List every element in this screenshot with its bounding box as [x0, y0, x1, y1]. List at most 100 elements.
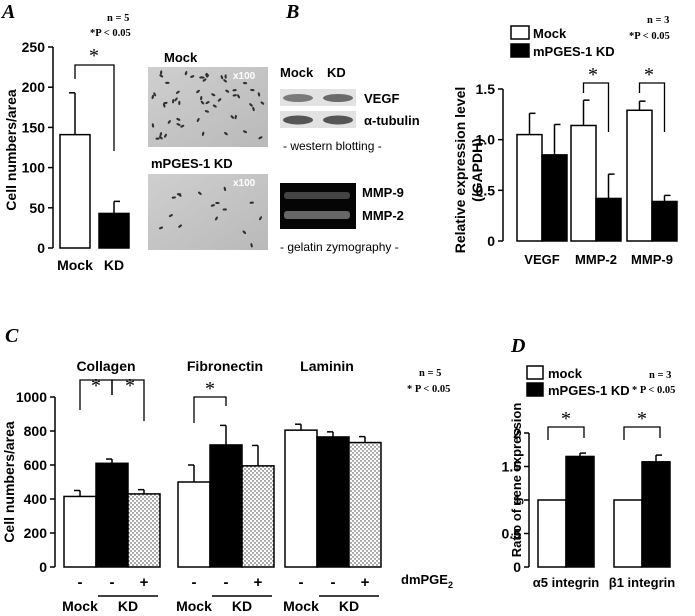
d-significance-bracket: [623, 426, 661, 440]
d-legend-swatch-kd: [526, 382, 544, 397]
d-bar-mock-0: [537, 499, 567, 568]
cell: [159, 74, 164, 78]
c-dm-sign: -: [78, 574, 83, 591]
blot-band-tubulin-mock: [283, 115, 313, 125]
cell: [243, 130, 248, 134]
cell: [220, 75, 224, 80]
blot-band-vegf-mock: [283, 94, 313, 102]
b-y-tick-label: 1.5: [476, 81, 496, 97]
c-y-tick-label: 200: [24, 525, 48, 541]
b-y-tick-label: 0.5: [476, 182, 496, 198]
b-significance-bracket: [638, 82, 666, 132]
panel-b: B Mock KD VEGF α-tubulin - western blott…: [280, 1, 678, 267]
cell: [200, 100, 205, 105]
c-bar-collagen-0: [63, 495, 97, 568]
cell: [153, 92, 157, 97]
b-bar-mock-mmp-2: [570, 124, 597, 242]
cell: [215, 201, 220, 205]
a-y-tick-label: 0: [37, 240, 45, 256]
cell: [199, 76, 204, 79]
cell: [211, 93, 216, 97]
cell: [234, 114, 237, 120]
cell: [159, 136, 163, 140]
micrograph-mock-cells: [151, 70, 265, 140]
b-legend-label-kd: mPGES-1 KD: [533, 44, 615, 59]
a-y-tick-label: 50: [29, 200, 45, 216]
cell: [159, 132, 163, 137]
a-significance-star: *: [89, 45, 99, 67]
b-bar-kd-mmp-2: [595, 197, 622, 242]
d-y-tick-label: 0: [513, 559, 521, 575]
d-y-tick-label: 1.5: [502, 459, 522, 475]
b-y-axis-label-unit: (/GAPDH): [469, 138, 485, 202]
d-legend-label-mock: mock: [548, 366, 583, 381]
c-bar-collagen-1: [95, 462, 129, 568]
blot-col-mock: Mock: [280, 65, 314, 80]
c-bar-laminin-2: [348, 441, 382, 568]
c-x-label-mock: Mock: [176, 598, 212, 614]
cell: [242, 82, 248, 85]
panel-b-n: n = 3: [647, 15, 669, 26]
cell: [232, 89, 237, 92]
c-dm-sign: -: [224, 574, 229, 591]
b-legend-label-mock: Mock: [533, 26, 567, 41]
b-significance-star: *: [644, 64, 654, 86]
cell: [164, 133, 167, 138]
zymo-label-mmp9: MMP-9: [362, 185, 404, 200]
blot-col-kd: KD: [327, 65, 346, 80]
cell: [158, 226, 164, 230]
c-significance-bracket: [111, 379, 145, 421]
c-significance-bracket: [193, 396, 227, 423]
cell: [201, 131, 205, 136]
c-significance-star: *: [91, 375, 101, 397]
cell: [178, 193, 182, 197]
cell: [196, 117, 200, 123]
d-legend-label-kd: mPGES-1 KD: [548, 383, 630, 398]
cell: [160, 70, 163, 75]
b-x-tick-label: MMP-9: [631, 252, 673, 267]
d-significance-star: *: [561, 408, 571, 430]
micrograph-mock: [148, 67, 268, 147]
d-significance-star: *: [637, 408, 647, 430]
zymo-band-mmp9: [284, 192, 350, 199]
b-legend-swatch-mock: [510, 25, 530, 40]
photo-label-mock: Mock: [164, 50, 198, 65]
cell: [210, 204, 215, 207]
blot-label-vegf: VEGF: [364, 91, 399, 106]
cell: [171, 196, 177, 199]
b-legend-swatch-kd: [510, 43, 530, 58]
panel-d-p: * P < 0.05: [632, 385, 675, 396]
a-x-tick-label: Mock: [57, 257, 93, 273]
panel-b-letter: B: [285, 1, 299, 23]
c-bar-fibronectin-2: [241, 465, 275, 568]
panel-a-p: *P < 0.05: [90, 28, 131, 39]
cell: [190, 75, 195, 78]
b-significance-star: *: [588, 64, 598, 86]
panel-d-n: n = 3: [649, 370, 671, 381]
cell: [230, 115, 234, 119]
b-y-tick-label: 1.0: [476, 132, 496, 148]
c-dm-sign: -: [110, 574, 115, 591]
d-bar-mock-1: [613, 499, 643, 568]
cell: [225, 89, 230, 93]
a-y-tick-label: 200: [22, 79, 46, 95]
b-bar-mock-vegf: [516, 133, 543, 242]
d-y-tick-label: 0.5: [502, 526, 522, 542]
panel-b-chart: 0 0.5 1.0 1.5 Relative expression level (/GAP…: [452, 25, 678, 267]
cell: [176, 117, 181, 121]
a-significance-bracket: [74, 64, 115, 151]
cell: [252, 106, 255, 112]
d-y-tick-label: 1: [513, 492, 521, 508]
c-x-label-mock: Mock: [62, 598, 98, 614]
cell: [242, 230, 247, 235]
blot-caption-western: - western blotting -: [283, 139, 382, 153]
c-y-tick-label: 0: [39, 559, 47, 575]
cell: [162, 103, 166, 108]
a-y-axis-label: Cell numbers/area: [3, 89, 19, 211]
a-y-tick-label: 150: [22, 119, 46, 135]
b-y-axis-label: Relative expression level: [452, 87, 468, 254]
c-y-tick-label: 400: [24, 491, 48, 507]
cell: [224, 131, 228, 136]
panel-c: C n = 5 * P < 0.05 0 200 400 600 800 1000 Cell…: [1, 325, 453, 614]
